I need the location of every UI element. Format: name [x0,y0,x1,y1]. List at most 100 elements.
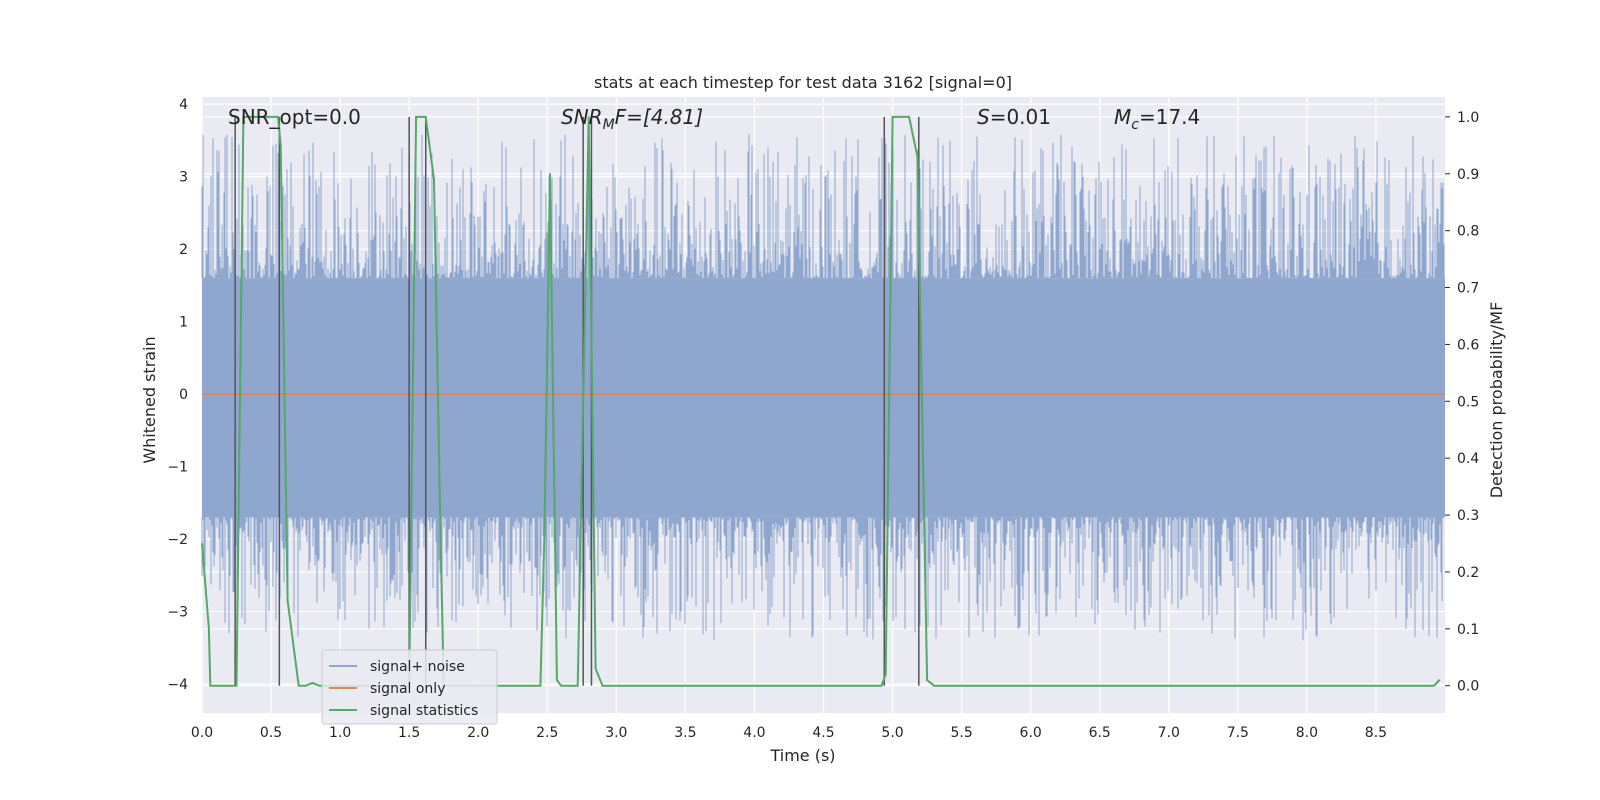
noise-core [202,278,1445,518]
signal-statistics-point [208,628,210,630]
signal-statistics-point [587,116,590,118]
y-tick-label: −1 [167,460,188,476]
x-tick-label: 0.5 [260,725,282,741]
signal-statistics-point [556,679,558,681]
y2-tick-label: 0.7 [1457,281,1479,297]
signal-statistics-point [926,679,928,681]
s-value: =0.01 [990,105,1051,129]
legend-label: signal statistics [370,703,478,719]
x-tick-label: 7.0 [1158,725,1180,741]
signal-statistics-point [576,684,579,687]
legend-box [321,649,498,725]
x-axis-label: Time (s) [769,746,835,765]
signal-statistics-point [608,684,611,687]
y2-tick-label: 0.2 [1457,565,1479,581]
snr-mf-f: F=[4.81] [615,105,703,129]
noise-spikes [201,134,1445,641]
x-tick-label: 5.5 [950,725,972,741]
signal-statistics-series [201,115,1441,687]
mc-base: M [1114,105,1131,129]
signal-statistics-point [582,400,584,403]
y-axis-ticks: −4 −3 −2 −1 0 1 2 3 4 [167,97,188,693]
y2-tick-label: 1.0 [1457,110,1479,126]
signal-statistics-point [880,684,883,687]
y-tick-label: 1 [179,315,188,331]
signal-statistics-point [433,178,435,181]
y-tick-label: −3 [167,605,188,621]
y-tick-label: −4 [167,677,188,693]
s-label: S [977,105,990,129]
signal-statistics-point [297,684,300,687]
signal-statistics-point [415,116,417,118]
x-tick-label: 5.0 [881,725,903,741]
mc-value: =17.4 [1139,105,1200,129]
signal-statistics-point [933,684,935,687]
x-tick-label: 1.5 [398,725,420,741]
x-tick-label: 8.0 [1296,725,1318,741]
signal-statistics-point [601,684,604,687]
snr-opt-annotation: SNR_opt=0.0 [228,105,361,129]
legend-label: signal only [370,681,445,697]
y-tick-label: 4 [179,97,188,113]
x-tick-label: 4.5 [812,725,834,741]
x-tick-label: 4.0 [743,725,765,741]
y2-tick-label: 0.4 [1457,451,1479,467]
signal-statistics-point [209,684,212,687]
x-axis-ticks: 0.0 0.5 1.0 1.5 2.0 2.5 3.0 3.5 4.0 4.5 5.0 5.5 6.0 6… [191,725,1387,741]
snr-mf-base: SNR [561,105,603,129]
x-tick-label: 6.5 [1089,725,1111,741]
y2-axis-ticks: 0.0 0.1 0.2 0.3 0.4 0.5 0.6 0.7 0.8 0.9 1.0 [1445,110,1479,695]
y2-tick-label: 0.1 [1457,622,1479,638]
y2-tick-label: 0.3 [1457,508,1479,524]
signal-statistics-point [567,684,569,687]
snr-mf-annotation: SNRMF=[4.81] [561,105,703,133]
x-tick-label: 0.0 [191,725,213,741]
signal-statistics-point [908,116,910,118]
signal-statistics-point [1438,679,1441,681]
signal-statistics-point [318,684,321,687]
y2-tick-label: 0.0 [1457,679,1479,695]
y-tick-label: 0 [179,387,188,403]
signal-statistics-point [277,116,279,118]
signal-statistics-point [916,155,919,158]
signal-statistics-point [279,144,282,147]
y2-tick-label: 0.6 [1457,337,1479,353]
signal-statistics-point [1433,684,1435,687]
mc-annotation: Mc=17.4 [1114,105,1200,133]
x-tick-label: 2.5 [536,725,558,741]
signal-statistics-point [891,116,894,118]
signal-statistics-point [549,173,551,175]
x-tick-label: 7.5 [1227,725,1249,741]
signal-statistics-point [560,684,562,687]
signal-statistics-point [424,116,427,118]
chart-title: stats at each timestep for test data 316… [594,73,1012,92]
signal-statistics-point [543,531,546,533]
signal-statistics-point [311,682,314,684]
mc-sub: c [1131,117,1139,133]
x-tick-label: 3.0 [605,725,627,741]
x-tick-label: 6.0 [1020,725,1042,741]
signal-statistics-point [594,667,597,670]
s-annotation: S=0.01 [977,105,1051,129]
signal-statistics-point [304,684,307,687]
signal-statistics-point [884,673,887,676]
y-axis-label: Whitened strain [140,336,159,463]
y2-tick-label: 0.8 [1457,224,1479,240]
x-tick-label: 2.0 [467,725,489,741]
signal-statistics-point [286,599,289,602]
legend-label: signal+ noise [370,659,465,675]
x-tick-label: 8.5 [1365,725,1387,741]
y-tick-label: 3 [179,170,188,186]
legend: signal+ noise signal only signal statistic… [321,649,498,725]
y-tick-label: 2 [179,242,188,258]
signal-statistics-point [438,485,441,488]
x-tick-label: 1.0 [329,725,351,741]
y-tick-label: −2 [167,532,188,548]
signal-statistics-point [201,542,203,545]
y2-tick-label: 0.9 [1457,167,1479,183]
y2-tick-label: 0.5 [1457,394,1479,410]
signal-statistics-point [539,684,542,687]
snr-mf-sub: M [603,117,615,133]
y2-axis-label: Detection probability/MF [1487,302,1506,499]
